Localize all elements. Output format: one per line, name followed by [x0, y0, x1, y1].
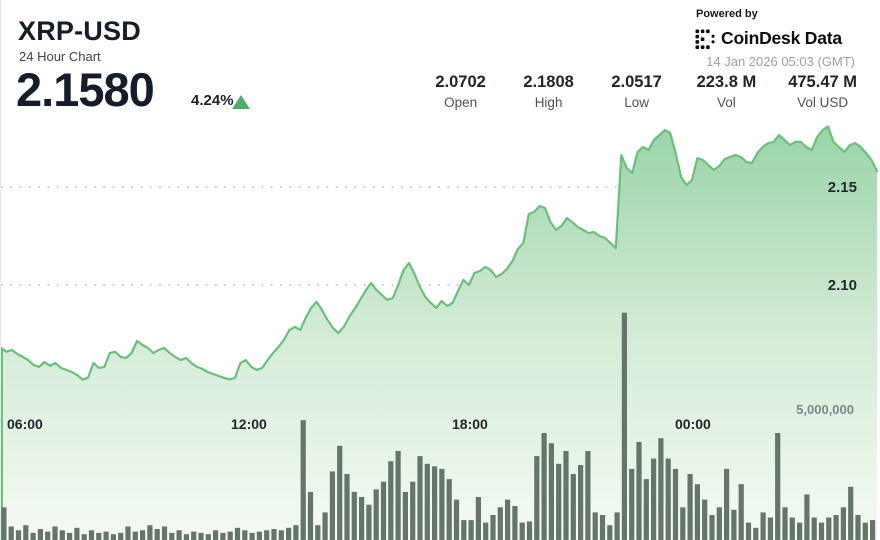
stat-vol-usd-label: Vol USD	[797, 95, 849, 110]
stat-low: 2.0517 Low	[609, 73, 665, 110]
price-area-series	[1, 125, 879, 540]
volume-axis-label: 5,000,000	[796, 402, 854, 417]
brand-name: CoinDesk Data	[721, 28, 842, 48]
powered-by-label: Powered by	[696, 8, 758, 20]
price-change-percent: 4.24%	[191, 92, 234, 109]
stat-high-value: 2.1808	[523, 73, 574, 91]
current-price: 2.1580	[16, 63, 155, 116]
stat-open: 2.0702 Open	[433, 73, 489, 110]
stat-open-value: 2.0702	[435, 73, 486, 91]
brand-logo[interactable]: CoinDesk Data	[695, 28, 842, 49]
stat-vol-usd-value: 475.47 M	[788, 73, 857, 91]
ohlc-stats: 2.0702 Open 2.1808 High 2.0517 Low 223.8…	[433, 73, 857, 110]
stat-open-label: Open	[444, 95, 478, 110]
price-axis-label-2-15: 2.15	[827, 179, 857, 196]
stat-high-label: High	[534, 95, 563, 110]
time-tick-0000: 00:00	[675, 416, 711, 432]
time-tick-0600: 06:00	[7, 416, 43, 432]
chart-period-subtitle: 24 Hour Chart	[19, 49, 101, 64]
volume-bars-series	[1, 312, 876, 540]
stat-low-label: Low	[624, 95, 649, 110]
stat-vol-value: 223.8 M	[696, 73, 757, 91]
stat-vol-usd: 475.47 M Vol USD	[788, 73, 857, 110]
stat-vol: 223.8 M Vol	[697, 73, 757, 110]
timestamp: 14 Jan 2026 05:03 (GMT)	[706, 54, 855, 69]
coindesk-logo-icon	[695, 29, 715, 49]
time-tick-1800: 18:00	[452, 416, 488, 432]
time-tick-1200: 12:00	[231, 416, 267, 432]
stat-low-value: 2.0517	[611, 73, 662, 91]
price-axis-label-2-10: 2.10	[827, 277, 857, 294]
stat-vol-label: Vol	[717, 95, 736, 110]
pair-title: XRP-USD	[18, 16, 141, 46]
up-arrow-icon	[232, 95, 250, 109]
stat-high: 2.1808 High	[521, 73, 577, 110]
